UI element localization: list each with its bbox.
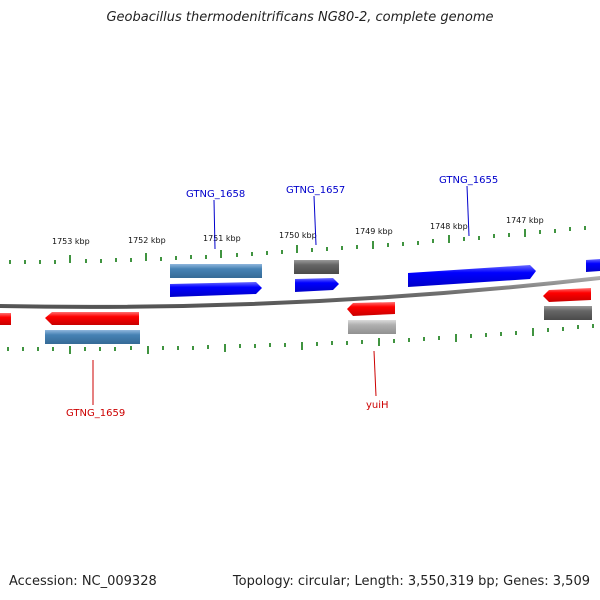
reverse-cds-arrow-gtng-1659[interactable] [45,312,139,325]
map-title: Geobacillus thermodenitrificans NG80-2, … [106,10,494,25]
genome-summary-text: Topology: circular; Length: 3,550,319 bp… [232,574,590,589]
gene-feature-gray-upper[interactable] [294,260,339,274]
gene-label-gtng-1655: GTNG_1655 [439,175,498,186]
genome-backbone [0,276,600,309]
gene-feature-gray-lower[interactable] [544,306,592,320]
reverse-cds-arrow-yuih[interactable] [347,302,395,316]
outer-tick-ring [9,226,586,264]
gene-feature-steelblue-lower[interactable] [45,330,140,344]
forward-cds-arrow-gtng-1657[interactable] [295,278,339,292]
forward-cds-arrow-gtng-1658[interactable] [170,282,262,297]
inner-tick-ring [7,324,594,354]
gene-feature-lightgray-lower[interactable] [348,320,396,334]
tick-label-1749: 1749 kbp [355,227,393,236]
label-leader-lines [92,185,470,405]
reverse-cds-arrow-right[interactable] [543,288,591,302]
gene-label-gtng-1659: GTNG_1659 [66,408,125,419]
forward-cds-arrow-edge[interactable] [586,259,600,272]
gene-label-gtng-1657: GTNG_1657 [286,185,345,196]
tick-label-1748: 1748 kbp [430,222,468,231]
tick-label-1753: 1753 kbp [52,237,90,246]
tick-label-1747: 1747 kbp [506,216,544,225]
gene-feature-steelblue-upper[interactable] [170,264,262,278]
accession-text: Accession: NC_009328 [9,574,157,589]
gene-label-gtng-1658: GTNG_1658 [186,189,245,200]
reverse-cds-arrow-edge-left[interactable] [0,313,11,325]
tick-label-1752: 1752 kbp [128,236,166,245]
tick-label-1750: 1750 kbp [279,231,317,240]
forward-cds-arrow-gtng-1655[interactable] [408,265,536,287]
tick-label-1751: 1751 kbp [203,234,241,243]
gene-label-yuih: yuiH [366,400,389,411]
